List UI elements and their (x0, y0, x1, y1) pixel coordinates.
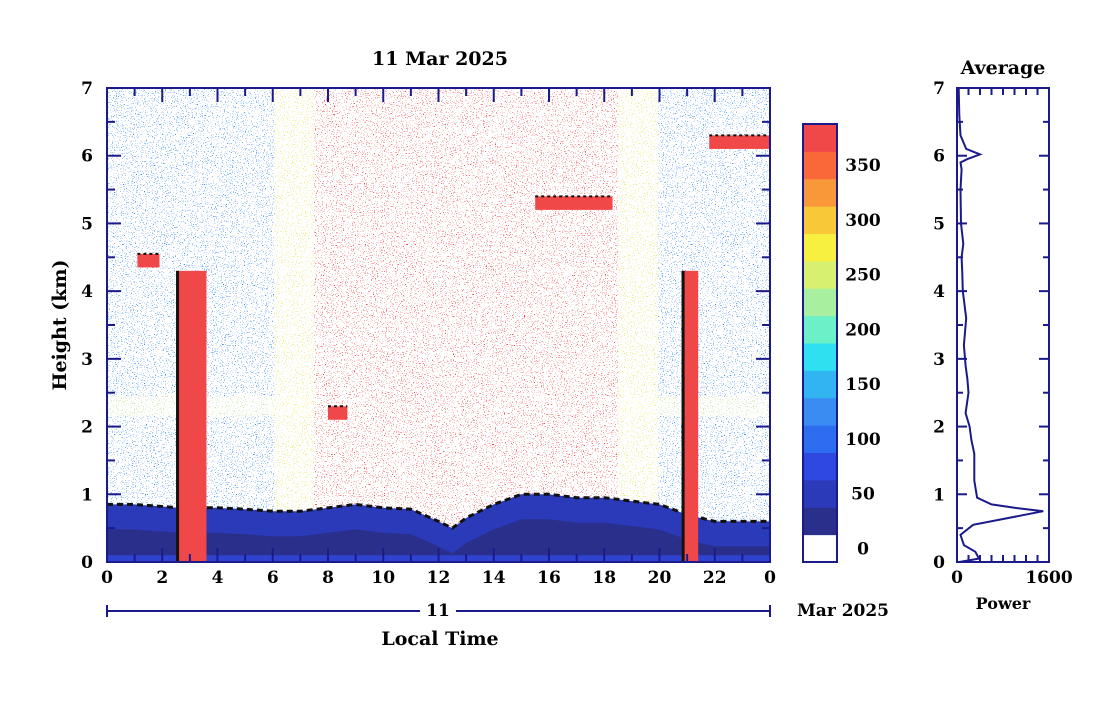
average-x-label: Power (976, 594, 1031, 613)
average-title: Average (960, 57, 1046, 79)
average-y-tick-label: 6 (933, 147, 945, 167)
vertical-streak-edge-0 (176, 270, 180, 562)
date-month-label: Mar 2025 (797, 601, 889, 621)
average-y-tick-label: 4 (933, 282, 945, 302)
vertical-streak-1 (681, 270, 699, 562)
x-tick-label: 22 (703, 568, 727, 588)
average-profile-line (957, 87, 1044, 563)
colorbar-swatch (803, 397, 837, 426)
x-tick-label: 4 (212, 568, 224, 588)
colorbar-tick-label: 150 (845, 375, 881, 395)
boundary-layer-top (107, 492, 770, 530)
date-axis: 11 Mar 2025 (106, 600, 889, 621)
x-tick-label: 8 (322, 568, 334, 588)
colorbar-swatch (803, 315, 837, 344)
colorbar-swatch (803, 178, 837, 207)
x-tick-label: 0 (764, 568, 776, 588)
average-x-tick-label: 1600 (1025, 568, 1072, 588)
date-day-label: 11 (426, 601, 450, 621)
colorbar-swatch (803, 343, 837, 371)
y-tick-label: 0 (81, 553, 93, 573)
x-tick-label: 2 (156, 568, 168, 588)
colorbar-swatch (803, 288, 837, 317)
average-y-tick-label: 1 (933, 485, 945, 505)
x-tick-label: 10 (371, 568, 395, 588)
heatmap-image (107, 88, 770, 562)
elevated-layer-2 (535, 196, 613, 210)
average-y-tick-label: 3 (933, 350, 945, 370)
colorbar: 0 50 100 150 200 250 300 350 (802, 123, 881, 563)
average-profile-panel: Average 0 1 2 3 4 5 6 7 0 1600 Power (933, 57, 1073, 613)
elevated-layer-1 (328, 406, 348, 420)
x-tick-label: 12 (427, 568, 451, 588)
colorbar-tick-label: 200 (845, 320, 881, 340)
colorbar-tick-label: 300 (845, 211, 881, 231)
y-tick-label: 2 (81, 418, 93, 438)
colorbar-swatch (803, 260, 837, 289)
x-tick-label: 20 (648, 568, 672, 588)
colorbar-tick-label: 50 (851, 485, 875, 505)
x-tick-label: 0 (101, 568, 113, 588)
chart-title: 11 Mar 2025 (372, 48, 508, 70)
vertical-streak-0 (176, 270, 207, 562)
average-y-tick-label: 2 (933, 418, 945, 438)
colorbar-swatch (803, 370, 837, 399)
colorbar-swatch (803, 425, 837, 453)
y-tick-label: 4 (81, 282, 93, 302)
average-frame (956, 87, 1050, 563)
band-edge-right (618, 88, 659, 562)
average-axes: 0 1 2 3 4 5 6 7 0 1600 (933, 79, 1073, 588)
colorbar-frame (802, 123, 838, 563)
colorbar-swatch (803, 507, 837, 536)
colorbar-swatch (803, 452, 837, 481)
y-tick-label: 1 (81, 485, 93, 505)
x-tick-label: 14 (482, 568, 506, 588)
colorbar-tick-label: 350 (845, 156, 881, 176)
vertical-streak-edge-1 (681, 270, 685, 562)
daytime-high-signal-band (314, 88, 619, 562)
average-x-tick-label: 0 (951, 568, 963, 588)
colorbar-tick-label: 0 (857, 539, 869, 559)
average-y-tick-label: 7 (933, 79, 945, 99)
elevated-layer-0 (137, 253, 160, 268)
heatmap-panel: 11 Mar 2025 0 2 4 6 8 10 12 14 16 18 20 22 001234567… (49, 48, 889, 650)
y-tick-label: 6 (81, 147, 93, 167)
colorbar-swatch (803, 124, 837, 152)
colorbar-swatch (803, 233, 837, 262)
average-y-tick-label: 5 (933, 214, 945, 234)
average-y-tick-label: 0 (933, 553, 945, 573)
colorbar-swatch (803, 479, 837, 508)
x-tick-label: 16 (537, 568, 561, 588)
elevated-layer-3 (709, 135, 770, 149)
x-tick-label: 18 (592, 568, 616, 588)
y-tick-label: 3 (81, 350, 93, 370)
noise-layer (107, 88, 770, 562)
colorbar-swatch (803, 206, 837, 234)
x-tick-label: 6 (267, 568, 279, 588)
y-tick-label: 5 (81, 214, 93, 234)
y-axis-label: Height (km) (49, 260, 71, 391)
colorbar-swatch (803, 534, 837, 563)
x-axis-label: Local Time (381, 628, 498, 650)
colorbar-tick-label: 250 (845, 266, 881, 286)
colorbar-tick-label: 100 (845, 430, 881, 450)
colorbar-swatch (803, 151, 837, 180)
y-tick-label: 7 (81, 79, 93, 99)
band-edge-left (274, 88, 315, 562)
